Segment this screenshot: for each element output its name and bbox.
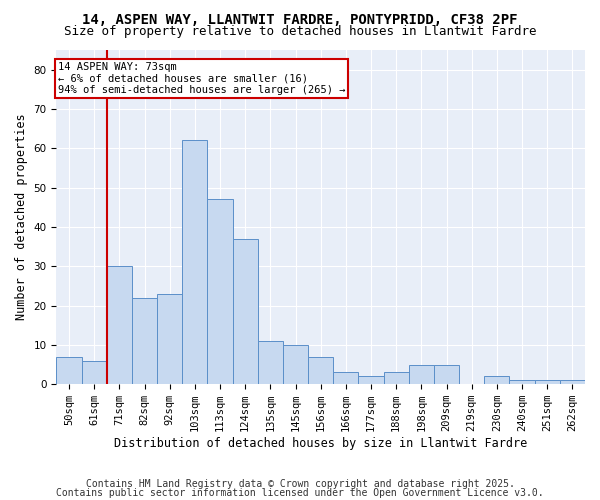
Bar	[132, 298, 157, 384]
Bar	[56, 356, 82, 384]
Bar	[560, 380, 585, 384]
Bar	[157, 294, 182, 384]
Text: Contains public sector information licensed under the Open Government Licence v3: Contains public sector information licen…	[56, 488, 544, 498]
Bar	[283, 345, 308, 384]
Bar	[383, 372, 409, 384]
Bar	[333, 372, 358, 384]
Bar	[182, 140, 208, 384]
Text: Size of property relative to detached houses in Llantwit Fardre: Size of property relative to detached ho…	[64, 25, 536, 38]
Bar	[233, 238, 258, 384]
Bar	[434, 364, 459, 384]
Text: Contains HM Land Registry data © Crown copyright and database right 2025.: Contains HM Land Registry data © Crown c…	[86, 479, 514, 489]
Bar	[509, 380, 535, 384]
Bar	[358, 376, 383, 384]
Text: 14, ASPEN WAY, LLANTWIT FARDRE, PONTYPRIDD, CF38 2PF: 14, ASPEN WAY, LLANTWIT FARDRE, PONTYPRI…	[82, 12, 518, 26]
Text: 14 ASPEN WAY: 73sqm
← 6% of detached houses are smaller (16)
94% of semi-detache: 14 ASPEN WAY: 73sqm ← 6% of detached hou…	[58, 62, 345, 95]
Bar	[107, 266, 132, 384]
Bar	[535, 380, 560, 384]
Bar	[82, 360, 107, 384]
Bar	[308, 356, 333, 384]
Bar	[258, 341, 283, 384]
Bar	[484, 376, 509, 384]
Bar	[208, 200, 233, 384]
Y-axis label: Number of detached properties: Number of detached properties	[15, 114, 28, 320]
X-axis label: Distribution of detached houses by size in Llantwit Fardre: Distribution of detached houses by size …	[114, 437, 527, 450]
Bar	[409, 364, 434, 384]
